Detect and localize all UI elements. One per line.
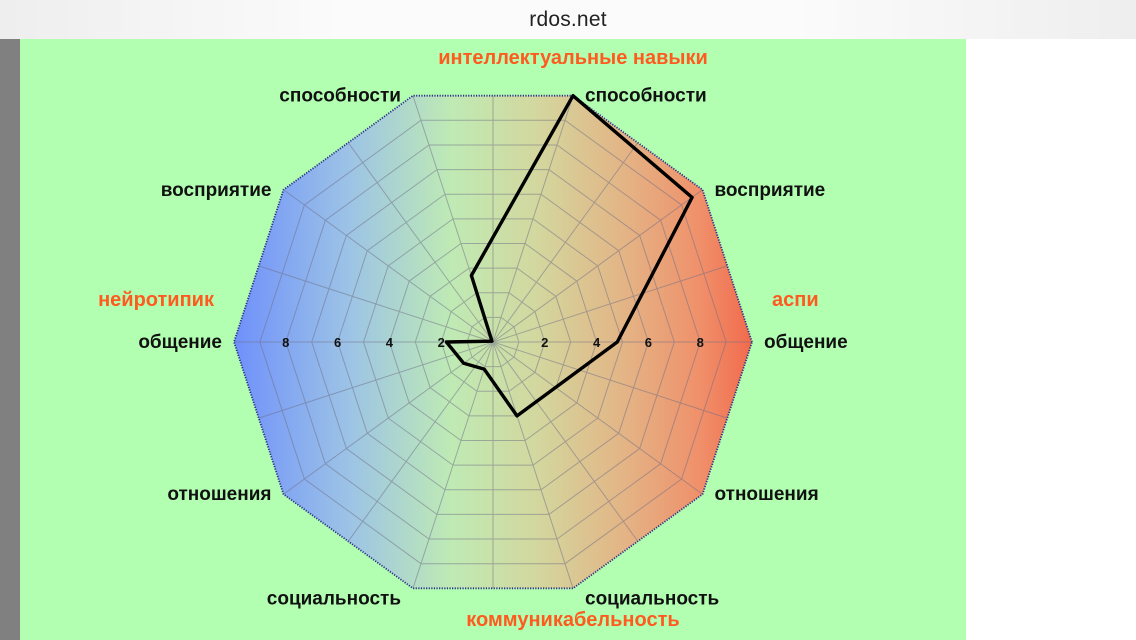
svg-text:6: 6 [334, 335, 341, 350]
svg-text:общение: общение [764, 332, 848, 353]
svg-text:способности: способности [279, 86, 401, 107]
svg-text:2: 2 [438, 335, 445, 350]
svg-text:социальность: социальность [267, 588, 401, 609]
svg-text:нейротипик: нейротипик [98, 289, 215, 311]
svg-text:социальность: социальность [585, 588, 719, 609]
svg-text:восприятие: восприятие [715, 180, 826, 201]
svg-text:4: 4 [386, 335, 394, 350]
svg-text:общение: общение [138, 332, 222, 353]
svg-text:коммуникабельность: коммуникабельность [466, 609, 679, 631]
svg-text:отношения: отношения [167, 484, 271, 505]
svg-text:4: 4 [593, 335, 601, 350]
svg-text:2: 2 [541, 335, 548, 350]
svg-text:аспи: аспи [772, 289, 819, 311]
svg-text:8: 8 [697, 335, 704, 350]
svg-text:восприятие: восприятие [161, 180, 272, 201]
svg-text:способности: способности [585, 86, 707, 107]
svg-text:отношения: отношения [715, 484, 819, 505]
svg-text:6: 6 [645, 335, 652, 350]
svg-text:8: 8 [282, 335, 289, 350]
svg-text:интеллектуальные навыки: интеллектуальные навыки [438, 47, 708, 69]
